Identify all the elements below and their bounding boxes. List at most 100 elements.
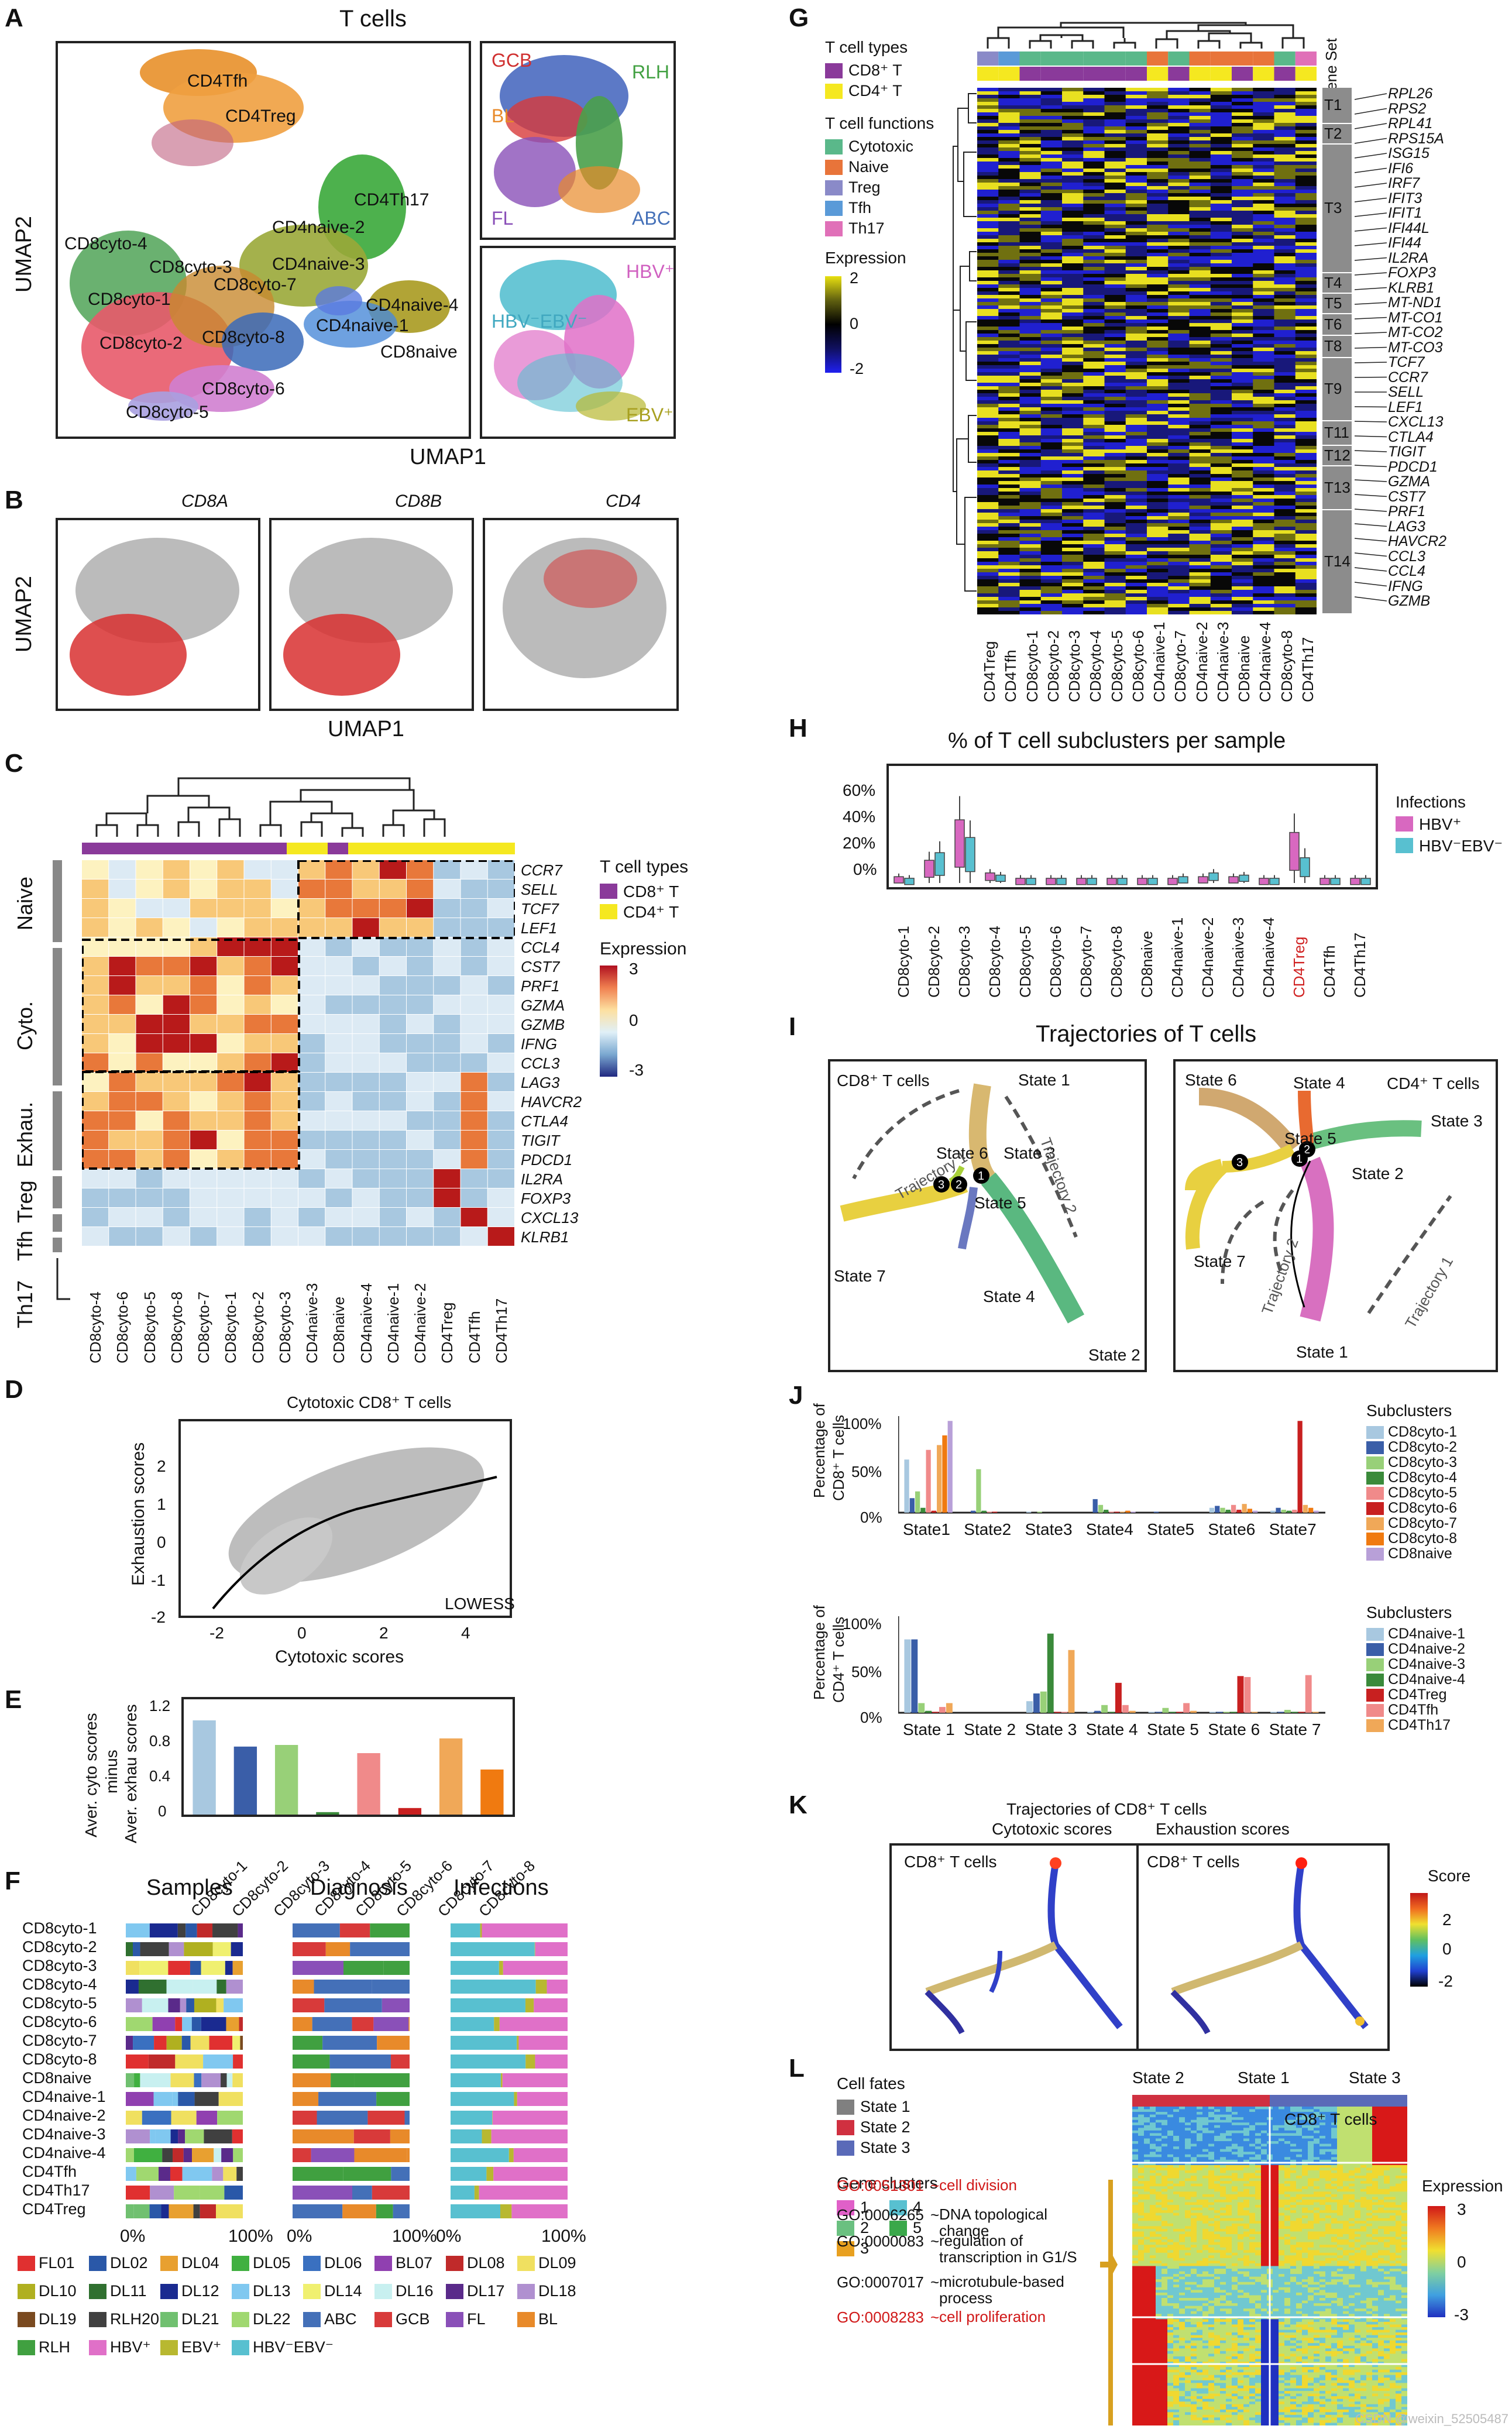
- l-heat-cell: [1202, 2181, 1209, 2184]
- g-heat-cell: [1019, 204, 1042, 208]
- g-heat-cell: [977, 446, 999, 450]
- g-heat-cell: [1147, 351, 1169, 355]
- g-heat-cell: [1274, 593, 1296, 597]
- heat-cell: [244, 1169, 271, 1188]
- g-heat-cell: [1125, 119, 1147, 123]
- g-heat-cell: [1168, 586, 1190, 590]
- g-heat-cell: [1147, 530, 1169, 534]
- l-heat-cell: [1162, 2183, 1168, 2187]
- l-heat-cell: [1372, 2149, 1379, 2152]
- l-heat-cell: [1220, 2119, 1226, 2123]
- l-heat-cell: [1396, 2133, 1402, 2136]
- g-heat-cell: [1274, 179, 1296, 183]
- l-heat-cell: [1185, 2162, 1191, 2166]
- l-heat-cell: [1226, 2107, 1232, 2110]
- heat-cell: [109, 1092, 136, 1111]
- heat-cell: [325, 1111, 352, 1130]
- l-heat-cell: [1243, 2143, 1250, 2147]
- j-bar: [1312, 1712, 1319, 1713]
- i-cd8-state5: State 5: [974, 1194, 1026, 1212]
- g-heat-cell: [1125, 319, 1147, 324]
- g-heat-cell: [1210, 365, 1232, 369]
- l-heat-cell: [1349, 2143, 1355, 2147]
- g-heat-cell: [1168, 207, 1190, 211]
- l-heat-cell: [1191, 2149, 1197, 2152]
- l-heat-cell: [1179, 2167, 1185, 2171]
- l-heat-cell: [1384, 2107, 1390, 2110]
- l-heat-cell: [1319, 2119, 1326, 2123]
- g-heat-cell: [1274, 116, 1296, 120]
- g-heat-cell: [1295, 365, 1317, 369]
- g-connector-line: [1355, 465, 1387, 468]
- g-heat-cell: [1147, 467, 1169, 471]
- g-heat-cell: [1104, 126, 1126, 130]
- f-infection-segment: [479, 2186, 568, 2200]
- g-heat-cell: [977, 604, 999, 608]
- l-heat-cell: [1162, 2112, 1168, 2115]
- heat-cell: [271, 1169, 298, 1188]
- l-heat-cell: [1243, 2141, 1250, 2145]
- l-heat-cell: [1401, 2133, 1407, 2136]
- g-heat-cell: [977, 151, 999, 155]
- g-heat-cell: [1295, 509, 1317, 513]
- l-heat-cell: [1243, 2114, 1250, 2118]
- l-heat-cell: [1249, 2122, 1256, 2126]
- l-heat-cell: [1314, 2159, 1320, 2163]
- g-connector-line: [1355, 227, 1387, 232]
- l-heat-cell: [1360, 2135, 1367, 2139]
- l-heat-cell: [1226, 2173, 1232, 2176]
- g-heat-cell: [977, 116, 999, 120]
- l-heat-cell: [1238, 2173, 1244, 2176]
- g-heat-cell: [1168, 341, 1190, 345]
- g-heat-cell: [1040, 513, 1063, 517]
- g-heat-cell: [1210, 499, 1232, 503]
- l-heat-cell: [1384, 2188, 1390, 2192]
- f-sample-segment: [232, 1961, 243, 1975]
- g-heat-cell: [1168, 284, 1190, 288]
- l-heat-cell: [1255, 2143, 1262, 2147]
- g-heat-cell: [1253, 607, 1274, 611]
- heat-cell: [217, 957, 244, 975]
- g-heat-cell: [1083, 607, 1105, 611]
- l-heat-cell: [1232, 2109, 1238, 2112]
- l-heat-cell: [1232, 2119, 1238, 2123]
- g-heat-cell: [1210, 351, 1232, 355]
- l-heat-cell: [1144, 2130, 1150, 2133]
- g-heat-cell: [977, 284, 999, 288]
- g-heat-cell: [1147, 348, 1169, 352]
- heat-cell: [190, 1073, 217, 1091]
- g-heat-cell: [1189, 369, 1211, 373]
- heat-cell: [136, 1092, 163, 1111]
- l-heat-cell: [1325, 2141, 1332, 2145]
- g-heat-cell: [1232, 569, 1253, 573]
- heat-cell: [407, 1092, 434, 1111]
- j-bar: [1230, 1712, 1237, 1713]
- g-heat-cell: [1083, 379, 1105, 383]
- g-heat-cell: [1295, 169, 1317, 173]
- g-heat-cell: [1274, 344, 1296, 348]
- l-heat-cell: [1401, 2181, 1407, 2184]
- g-heat-cell: [1062, 513, 1084, 517]
- f-sample-segment: [126, 2129, 150, 2143]
- g-heat-cell: [1189, 390, 1211, 394]
- g-heat-cell: [1189, 228, 1211, 232]
- cluster-label-cd4th17: CD4Th17: [354, 190, 429, 209]
- f-infection-segment: [491, 2129, 568, 2143]
- g-heat-cell: [1062, 390, 1084, 394]
- g-heat-cell: [1062, 428, 1084, 432]
- g-heat-cell: [1083, 88, 1105, 92]
- f-sample-segment: [142, 2111, 171, 2125]
- g-heat-cell: [1210, 428, 1232, 432]
- h-box: [965, 837, 975, 872]
- l-heat-cell: [1290, 2146, 1297, 2150]
- g-heat-cell: [1189, 144, 1211, 148]
- l-fate1: State 1: [860, 2098, 910, 2115]
- g-heat-cell: [1040, 109, 1063, 113]
- l-heat-cell: [1261, 2141, 1267, 2145]
- g-heat-cell: [977, 225, 999, 229]
- l-heat-cell: [1308, 2159, 1314, 2163]
- l-heat-cell: [1162, 2157, 1168, 2160]
- g-heat-cell: [998, 425, 1020, 429]
- heat-cell: [352, 1015, 379, 1033]
- l-heat-cell: [1162, 2149, 1168, 2152]
